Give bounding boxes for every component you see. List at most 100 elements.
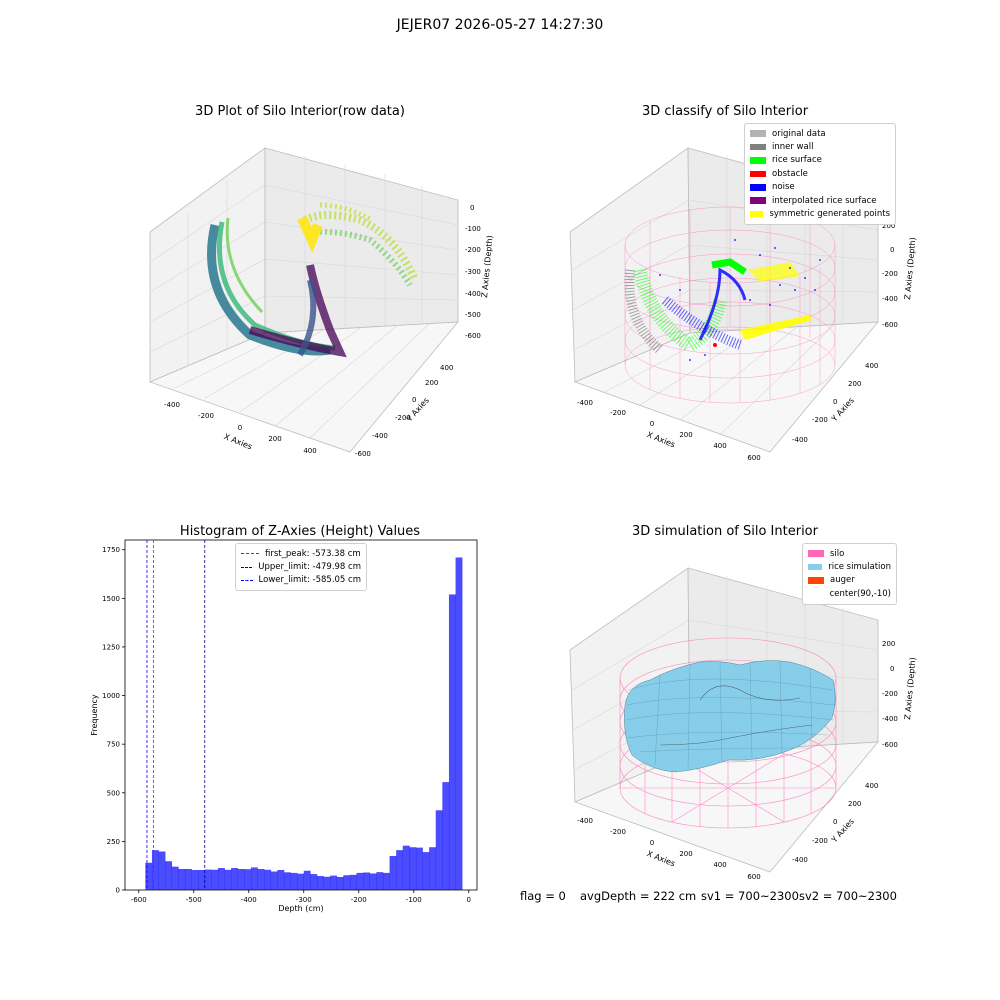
legend-item: auger [808,574,891,587]
classify-3d-plot: -400 -200 0 200 400 600 X Axies 400 200 … [569,147,917,462]
histogram-bar [369,873,377,890]
raw-ytick: 400 [440,364,453,372]
status-avg-depth: avgDepth = 222 cm [580,889,697,903]
legend-item: Upper_limit: -479.98 cm [241,560,361,573]
rice-surface-mesh [624,660,836,773]
histogram-bar [422,852,430,890]
raw-xtick: -200 [198,412,214,420]
classify-ytick: 400 [865,362,878,370]
raw-ztick: 0 [470,204,474,212]
histogram-bar [455,557,463,890]
histogram-bar [310,874,318,890]
histogram-bar [283,872,291,890]
sim-xtick: 400 [713,861,726,869]
raw-ztick: -200 [465,246,481,254]
sim-ytick: 400 [865,782,878,790]
legend-swatch [808,590,824,598]
histogram-yticks: 0 250 500 750 1000 1250 1500 1750 [102,546,125,895]
histogram-bar [316,876,324,890]
histogram-bar [290,872,298,890]
legend-swatch [750,197,766,204]
histogram-bar [382,872,390,890]
raw-zlabel: Z Axies (Depth) [480,235,494,298]
legend-label: Lower_limit: -585.05 cm [258,575,361,586]
histogram-bar [402,845,410,890]
histogram-title: Histogram of Z-Axies (Height) Values [179,524,421,539]
classify-xtick: -400 [577,399,593,407]
histogram-bar [303,870,311,890]
legend-label: auger [830,575,855,586]
sim-xtick: 0 [650,839,654,847]
raw-ztick: -400 [465,290,481,298]
histogram-vlines [146,540,206,890]
histogram-bar [151,850,159,890]
legend-item: center(90,-10) [808,587,891,600]
histogram-bar [178,869,186,890]
legend-item: first_peak: -573.38 cm [241,547,361,560]
classify-ztick: -600 [882,321,898,329]
histogram-bar [415,847,423,890]
classify-silo-wireframe [624,206,836,404]
histogram-bar [217,868,225,890]
legend-item: rice surface [750,154,890,167]
histogram-ytick-label: 1250 [102,643,120,651]
sim-xtick: -400 [577,817,593,825]
sim-xlabel: X Axies [646,849,677,868]
legend-swatch [808,563,823,571]
histogram-xtick-label: -500 [186,896,202,904]
legend-label: silo [830,548,845,559]
legend-label: obstacle [772,168,808,179]
raw-xtick: -400 [164,401,180,409]
histogram-bar [396,850,404,890]
raw-xtick: 400 [303,447,316,455]
classify-ztick: 200 [882,222,895,230]
histogram-bar [198,869,206,890]
histogram-bar [237,869,245,890]
histogram-bar [435,810,443,890]
raw-ytick: -600 [355,450,371,458]
sim-ytick: -200 [812,837,828,845]
classify-zlabel: Z Axies (Depth) [903,237,917,300]
classify-axes-box [569,147,879,453]
legend-item: Lower_limit: -585.05 cm [241,574,361,587]
raw-ytick: 200 [425,379,438,387]
depth-histogram: -600 -500 -400 -300 -200 -100 0 0 250 500 750 1000… [90,539,478,913]
histogram-xtick-label: -200 [351,896,367,904]
sim-ytick: 0 [833,818,837,826]
histogram-ytick-label: 1000 [102,692,120,700]
status-flag: flag = 0 [520,889,566,903]
sim-zlabel: Z Axies (Depth) [903,657,917,720]
histogram-bar [250,867,258,890]
histogram-bar [330,875,338,890]
legend-item: interpolated rice surface [750,194,890,207]
sim-ztick: -600 [882,741,898,749]
legend-swatch [750,170,766,178]
raw-plot-title: 3D Plot of Silo Interior(row data) [195,104,405,119]
sim-xtick: 200 [679,850,692,858]
histogram-bar [349,874,357,890]
histogram-bar [343,875,351,890]
raw-xlabel: X Axies [223,432,254,451]
legend-swatch [808,577,824,584]
histogram-xlabel: Depth (cm) [278,904,323,913]
histogram-bar [356,872,364,890]
histogram-xtick-label: 0 [467,896,471,904]
legend-item: inner wall [750,140,890,153]
histogram-bar [171,866,179,890]
legend-swatch [750,143,766,151]
legend-swatch [750,184,766,191]
classify-ztick: -400 [882,295,898,303]
raw-ztick: -100 [465,225,481,233]
histogram-bar [184,869,192,890]
histogram-ylabel: Frequency [90,694,99,736]
legend-label: rice simulation [828,562,891,573]
sim-ztick: 200 [882,640,895,648]
raw-ztick: -300 [465,268,481,276]
histogram-bar [323,876,331,890]
histogram-legend: first_peak: -573.38 cm Upper_limit: -479… [235,543,367,592]
legend-label: noise [772,182,795,193]
histogram-bar [224,869,232,890]
classify-legend: original data inner wall rice surface ob… [744,123,896,225]
histogram-bar [204,869,212,890]
sim-ytick: -400 [792,856,808,864]
